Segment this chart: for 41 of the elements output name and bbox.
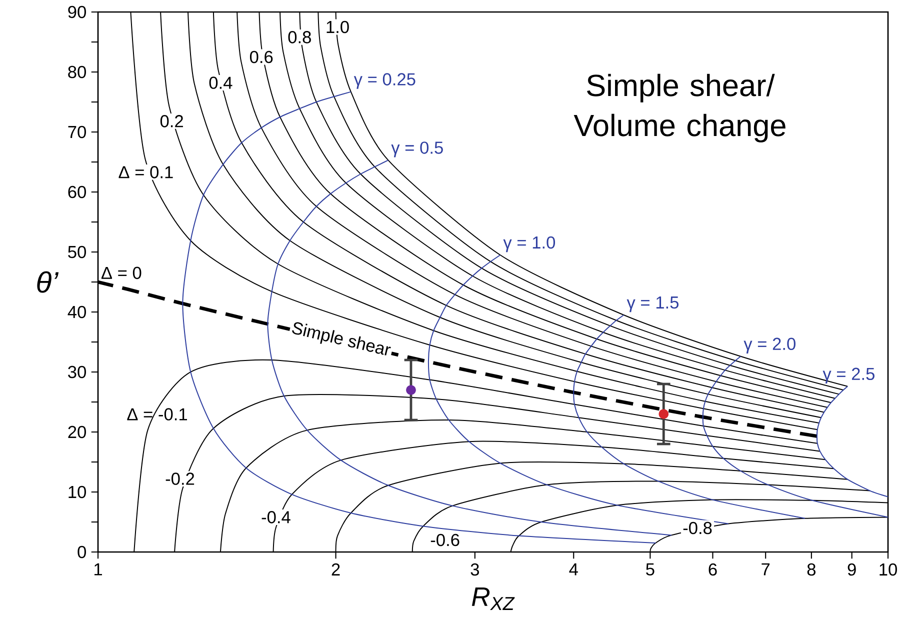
y-tick-label: 60 xyxy=(68,186,86,198)
series-label: γ = 2.0 xyxy=(744,338,796,354)
annotation: -0.2 xyxy=(166,472,194,485)
y-tick-label: 40 xyxy=(68,306,86,318)
annotation: Simple shear xyxy=(292,322,391,356)
series-label: γ = 0.25 xyxy=(354,73,416,89)
x-tick-label: 1 xyxy=(94,563,102,576)
annotation: 0.8 xyxy=(288,31,311,44)
annotation: -0.8 xyxy=(683,522,712,534)
annotation: 1.0 xyxy=(326,20,349,34)
annotation: 0.6 xyxy=(250,50,273,64)
x-axis-title: R$_{XZ}$ xyxy=(472,587,515,610)
annotation: Simple shear/ Volume change xyxy=(574,74,786,142)
x-tick-label: 9 xyxy=(848,563,856,576)
series-label: γ = 1.5 xyxy=(626,296,678,312)
y-tick-label: 10 xyxy=(68,486,86,498)
x-tick-label: 5 xyxy=(646,563,654,576)
y-tick-label: 30 xyxy=(68,366,86,378)
annotation: -0.4 xyxy=(262,511,290,524)
x-tick-label: 7 xyxy=(762,563,770,576)
legend-label: Δ = 0 xyxy=(101,266,142,280)
y-tick-label: 20 xyxy=(68,426,86,438)
x-tick-label: 8 xyxy=(807,563,816,576)
y-axis-title: θ’ xyxy=(37,271,59,293)
x-tick-label: 4 xyxy=(569,563,578,576)
series-label: γ = 0.5 xyxy=(391,142,443,158)
x-tick-label: 10 xyxy=(880,563,897,576)
annotation: 0.4 xyxy=(209,76,232,89)
annotation: 0.2 xyxy=(160,115,183,128)
y-tick-label: 90 xyxy=(68,6,86,18)
x-tick-label: 2 xyxy=(332,563,340,576)
series-label: γ = 1.0 xyxy=(503,236,556,252)
y-tick-label: 80 xyxy=(68,66,86,78)
x-tick-label: 3 xyxy=(470,563,479,576)
annotation: Δ = 0.1 xyxy=(118,166,173,178)
y-tick-label: 70 xyxy=(68,126,86,138)
annotation: Δ = -0.1 xyxy=(127,408,187,420)
annotation: -0.6 xyxy=(430,534,460,546)
y-tick-label: 50 xyxy=(68,246,86,258)
x-tick-label: 6 xyxy=(708,563,717,576)
y-tick-label: 0 xyxy=(78,546,86,558)
